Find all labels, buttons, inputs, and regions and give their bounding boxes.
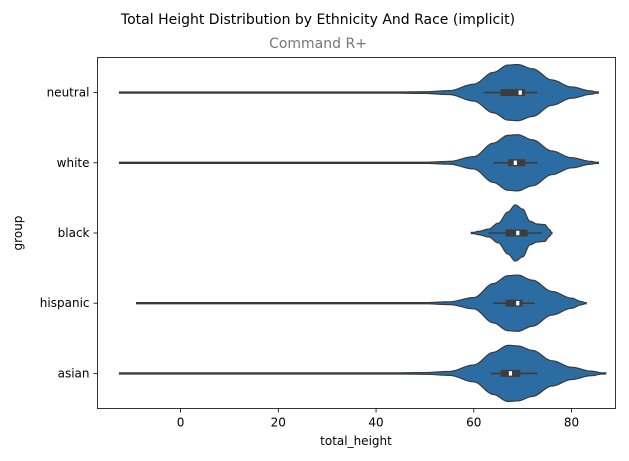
x-tick-label: 40 — [368, 416, 383, 430]
y-tick-label: hispanic — [40, 296, 90, 310]
iqr-box-neutral — [500, 89, 526, 97]
median-marker-hispanic — [516, 301, 520, 306]
violin-white — [118, 134, 599, 192]
plot-area — [118, 63, 607, 403]
x-tick-label: 0 — [177, 416, 185, 430]
median-marker-black — [516, 230, 520, 236]
y-tick-label: black — [58, 226, 90, 240]
x-tick-label: 80 — [564, 416, 579, 430]
violin-neutral — [118, 63, 599, 122]
median-marker-neutral — [518, 90, 522, 95]
violin-asian — [118, 344, 607, 403]
y-tick-label: asian — [58, 366, 90, 380]
chart-title: Total Height Distribution by Ethnicity A… — [120, 12, 515, 28]
y-axis-ticks: neutral white black hispanic asian — [40, 86, 98, 380]
y-tick-label: neutral — [47, 86, 90, 100]
median-marker-asian — [508, 371, 513, 376]
chart-subtitle: Command R+ — [269, 36, 367, 52]
violin-hispanic — [135, 274, 587, 332]
x-tick-label: 60 — [466, 416, 481, 430]
iqr-box-hispanic — [505, 299, 523, 307]
y-tick-label: white — [57, 156, 90, 170]
x-axis-ticks: 0 20 40 60 80 — [177, 408, 579, 430]
x-axis-label: total_height — [320, 434, 392, 448]
median-marker-white — [513, 160, 517, 165]
x-tick-label: 20 — [271, 416, 286, 430]
y-axis-label: group — [11, 216, 25, 251]
